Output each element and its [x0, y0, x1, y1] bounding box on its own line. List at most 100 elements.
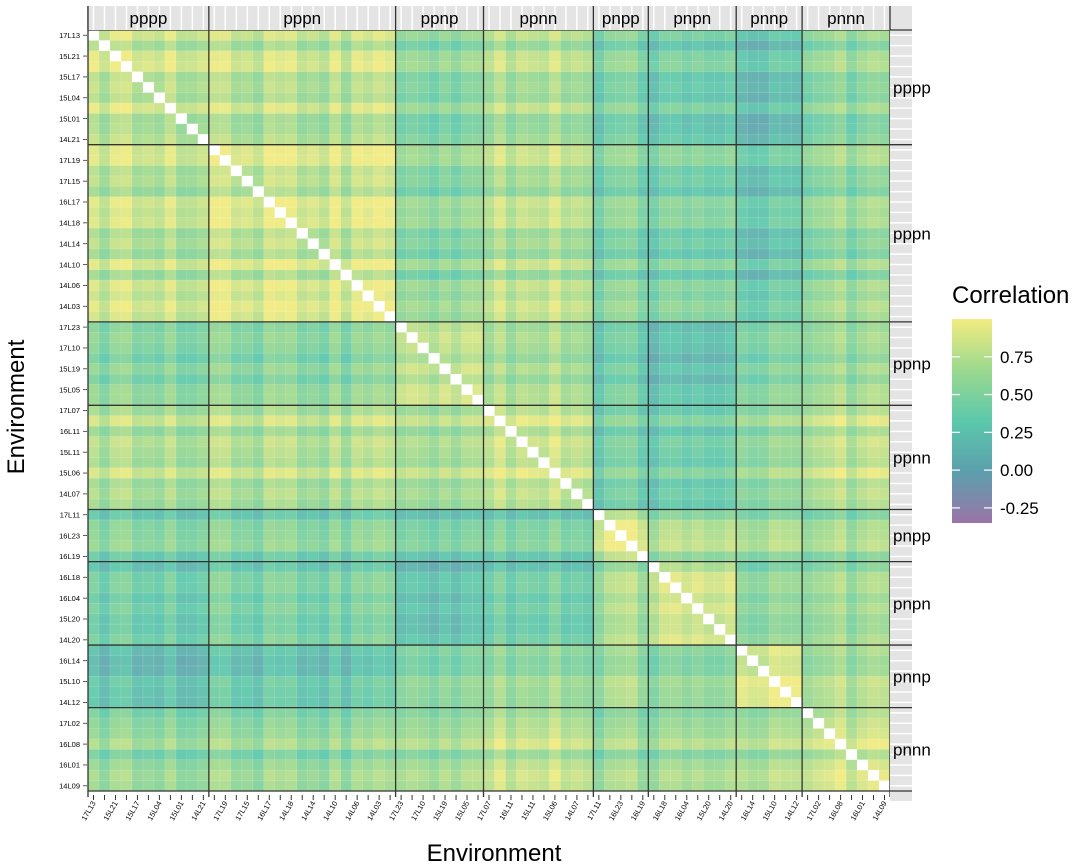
heatmap-cell — [131, 353, 144, 364]
heatmap-cell — [373, 207, 385, 218]
heatmap-cell — [813, 634, 825, 646]
heatmap-cell — [791, 561, 803, 573]
heatmap-cell — [406, 426, 418, 437]
heatmap-cell — [186, 488, 199, 500]
heatmap-cell — [417, 707, 429, 719]
heatmap-cell — [472, 551, 484, 562]
heatmap-cell — [769, 311, 781, 323]
heatmap-cell — [142, 363, 155, 375]
heatmap-cell — [472, 613, 484, 625]
heatmap-cell — [131, 217, 144, 229]
heatmap-cell — [637, 280, 649, 291]
heatmap-cell — [824, 248, 836, 260]
heatmap-cell — [450, 186, 462, 198]
heatmap-cell — [758, 572, 770, 583]
heatmap-cell — [824, 592, 836, 604]
heatmap-cell — [626, 707, 638, 719]
heatmap-cell — [362, 634, 374, 646]
heatmap-cell — [142, 697, 155, 708]
heatmap-cell — [252, 478, 265, 489]
heatmap-cell — [219, 384, 232, 396]
heatmap-cell — [417, 50, 429, 62]
heatmap-cell — [747, 301, 759, 312]
heatmap-cell — [296, 405, 309, 417]
heatmap-cell — [868, 144, 880, 156]
heatmap-cell — [725, 196, 737, 208]
heatmap-cell — [494, 384, 506, 396]
heatmap-cell — [263, 280, 276, 291]
heatmap-cell — [252, 592, 265, 604]
heatmap-cell — [659, 228, 671, 239]
heatmap-cell — [494, 592, 506, 604]
heatmap-cell — [549, 332, 561, 344]
heatmap-cell — [648, 186, 660, 198]
heatmap-cell — [208, 259, 221, 271]
heatmap-cell — [758, 655, 770, 667]
heatmap-cell — [648, 196, 660, 208]
heatmap-cell — [472, 123, 484, 135]
heatmap-cell — [263, 134, 276, 145]
heatmap-cell — [725, 30, 737, 41]
heatmap-cell — [197, 301, 210, 312]
heatmap-cell — [791, 499, 803, 510]
heatmap-cell — [494, 530, 506, 542]
heatmap-cell — [670, 384, 682, 396]
heatmap-cell — [824, 155, 836, 166]
heatmap-cell — [659, 613, 671, 625]
heatmap-cell — [219, 290, 232, 302]
heatmap-cell — [318, 426, 330, 437]
heatmap-cell — [637, 248, 649, 260]
heatmap-cell — [131, 82, 144, 93]
heatmap-cell — [648, 290, 660, 302]
heatmap-cell — [88, 280, 100, 291]
heatmap-cell — [373, 165, 385, 177]
heatmap-cell — [835, 572, 847, 583]
heatmap-cell — [725, 165, 737, 177]
heatmap-cell — [747, 488, 759, 500]
heatmap-cell — [505, 415, 517, 427]
heatmap-cell — [879, 728, 891, 740]
heatmap-cell — [846, 572, 858, 583]
heatmap-cell — [505, 61, 517, 72]
heatmap-cell — [560, 71, 572, 83]
heatmap-cell — [582, 478, 594, 489]
heatmap-cell — [186, 228, 199, 239]
heatmap-cell — [461, 311, 473, 323]
heatmap-cell — [736, 426, 748, 437]
heatmap-cell — [505, 259, 517, 271]
heatmap-cell — [241, 467, 254, 479]
heatmap-cell — [153, 457, 166, 469]
heatmap-cell — [307, 353, 320, 364]
heatmap-cell — [692, 572, 704, 583]
heatmap-cell — [428, 509, 440, 521]
heatmap-cell — [428, 113, 440, 125]
heatmap-cell — [637, 634, 649, 646]
heatmap-cell — [274, 290, 287, 302]
heatmap-cell — [846, 686, 858, 698]
heatmap-cell — [483, 488, 495, 500]
heatmap-cell — [263, 676, 276, 688]
heatmap-cell — [582, 582, 594, 594]
heatmap-cell — [373, 519, 385, 531]
heatmap-cell — [648, 155, 660, 166]
heatmap-cell — [296, 509, 309, 521]
heatmap-cell — [659, 196, 671, 208]
heatmap-cell — [186, 519, 199, 531]
heatmap-cell — [263, 228, 276, 239]
heatmap-cell — [560, 374, 572, 385]
heatmap-cell — [395, 259, 407, 271]
heatmap-cell — [868, 697, 880, 708]
heatmap-cell — [142, 446, 155, 458]
heatmap-cell — [571, 718, 583, 729]
heatmap-cell — [615, 155, 627, 166]
heatmap-cell — [791, 634, 803, 646]
heatmap-cell — [197, 728, 210, 740]
heatmap-cell — [307, 561, 320, 573]
heatmap-cell — [373, 175, 385, 187]
heatmap-cell — [175, 405, 188, 417]
heatmap-cell — [560, 332, 572, 344]
heatmap-cell — [813, 394, 825, 406]
heatmap-cell — [582, 415, 594, 427]
heatmap-cell — [703, 499, 715, 510]
heatmap-cell — [802, 457, 814, 469]
